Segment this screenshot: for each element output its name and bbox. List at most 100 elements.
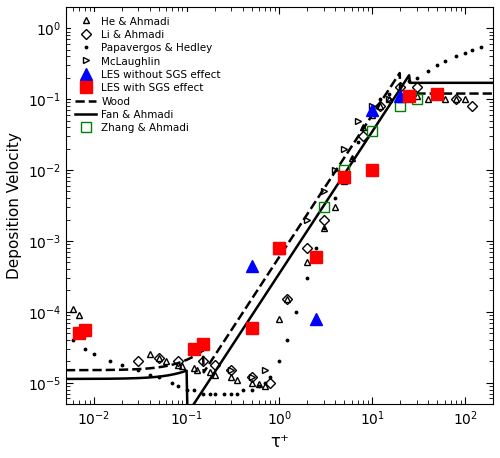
Wood — [63, 367, 69, 373]
Wood — [269, 265, 275, 271]
McLaughlin — [386, 97, 392, 102]
Papavergos & Hedley — [70, 337, 76, 343]
He & Ahmadi — [262, 383, 268, 389]
Papavergos & Hedley — [118, 362, 124, 367]
Wood — [200, 370, 206, 375]
He & Ahmadi — [70, 306, 76, 311]
McLaughlin — [262, 367, 268, 373]
LES with SGS effect — [314, 254, 320, 259]
McLaughlin — [342, 146, 347, 152]
He & Ahmadi — [163, 359, 169, 364]
McLaughlin — [397, 97, 403, 102]
Zhang & Ahmadi — [414, 97, 420, 102]
Papavergos & Hedley — [146, 372, 152, 377]
Li & Ahmadi — [376, 104, 382, 109]
Papavergos & Hedley — [342, 174, 347, 180]
He & Ahmadi — [276, 316, 282, 322]
Papavergos & Hedley — [397, 84, 403, 89]
Fan & Ahmadi — [269, 282, 275, 287]
Papavergos & Hedley — [360, 125, 366, 130]
He & Ahmadi — [156, 356, 162, 361]
He & Ahmadi — [342, 178, 347, 184]
Wood — [414, 91, 420, 96]
McLaughlin — [228, 367, 234, 373]
Li & Ahmadi — [320, 217, 326, 222]
Papavergos & Hedley — [82, 346, 88, 352]
Papavergos & Hedley — [304, 275, 310, 281]
He & Ahmadi — [208, 370, 214, 375]
LES without SGS effect — [342, 174, 347, 180]
Li & Ahmadi — [453, 97, 459, 102]
He & Ahmadi — [406, 93, 412, 99]
He & Ahmadi — [191, 365, 197, 371]
He & Ahmadi — [320, 226, 326, 231]
Wood — [490, 91, 496, 96]
LES with SGS effect — [276, 245, 282, 251]
LES without SGS effect — [276, 245, 282, 251]
Papavergos & Hedley — [314, 245, 320, 251]
Papavergos & Hedley — [355, 139, 361, 145]
Papavergos & Hedley — [200, 391, 206, 397]
Papavergos & Hedley — [107, 359, 113, 364]
Papavergos & Hedley — [268, 374, 274, 380]
LES without SGS effect — [370, 107, 376, 113]
He & Ahmadi — [284, 297, 290, 302]
Zhang & Ahmadi — [342, 167, 347, 173]
He & Ahmadi — [360, 125, 366, 130]
Papavergos & Hedley — [240, 387, 246, 393]
McLaughlin — [304, 217, 310, 222]
Papavergos & Hedley — [376, 97, 382, 102]
LES with SGS effect — [200, 341, 206, 347]
Wood — [318, 191, 324, 196]
Li & Ahmadi — [284, 297, 290, 302]
McLaughlin — [332, 167, 338, 173]
Line: He & Ahmadi: He & Ahmadi — [70, 93, 468, 389]
Line: Papavergos & Hedley: Papavergos & Hedley — [71, 44, 484, 396]
Li & Ahmadi — [268, 380, 274, 386]
Li & Ahmadi — [135, 359, 141, 364]
He & Ahmadi — [146, 352, 152, 357]
He & Ahmadi — [180, 364, 186, 369]
LES with SGS effect — [76, 330, 82, 336]
Papavergos & Hedley — [191, 387, 197, 393]
He & Ahmadi — [212, 372, 218, 377]
Li & Ahmadi — [342, 174, 347, 180]
McLaughlin — [320, 189, 326, 194]
Papavergos & Hedley — [370, 107, 376, 113]
He & Ahmadi — [442, 97, 448, 102]
Li & Ahmadi — [156, 356, 162, 361]
Papavergos & Hedley — [478, 44, 484, 49]
He & Ahmadi — [76, 312, 82, 318]
Fan & Ahmadi — [63, 376, 69, 382]
Papavergos & Hedley — [174, 383, 180, 389]
Papavergos & Hedley — [293, 309, 299, 315]
Zhang & Ahmadi — [397, 104, 403, 109]
He & Ahmadi — [332, 204, 338, 210]
He & Ahmadi — [348, 155, 354, 160]
Papavergos & Hedley — [434, 63, 440, 68]
Fan & Ahmadi — [482, 80, 488, 86]
He & Ahmadi — [397, 97, 403, 102]
Papavergos & Hedley — [414, 75, 420, 81]
Li & Ahmadi — [304, 245, 310, 251]
Fan & Ahmadi — [295, 242, 301, 248]
He & Ahmadi — [174, 362, 180, 367]
Papavergos & Hedley — [386, 91, 392, 96]
Papavergos & Hedley — [135, 367, 141, 373]
Papavergos & Hedley — [248, 387, 254, 393]
He & Ahmadi — [453, 97, 459, 102]
Line: Zhang & Ahmadi: Zhang & Ahmadi — [319, 94, 422, 212]
He & Ahmadi — [256, 382, 262, 387]
McLaughlin — [370, 104, 376, 109]
Zhang & Ahmadi — [370, 129, 376, 134]
He & Ahmadi — [234, 377, 240, 382]
Line: Fan & Ahmadi: Fan & Ahmadi — [66, 75, 493, 414]
LES with SGS effect — [406, 93, 412, 99]
LES without SGS effect — [314, 316, 320, 322]
LES with SGS effect — [370, 167, 376, 173]
Papavergos & Hedley — [212, 391, 218, 397]
Line: Wood: Wood — [66, 73, 493, 372]
Papavergos & Hedley — [276, 359, 282, 364]
Papavergos & Hedley — [406, 78, 412, 84]
Li & Ahmadi — [470, 104, 476, 109]
